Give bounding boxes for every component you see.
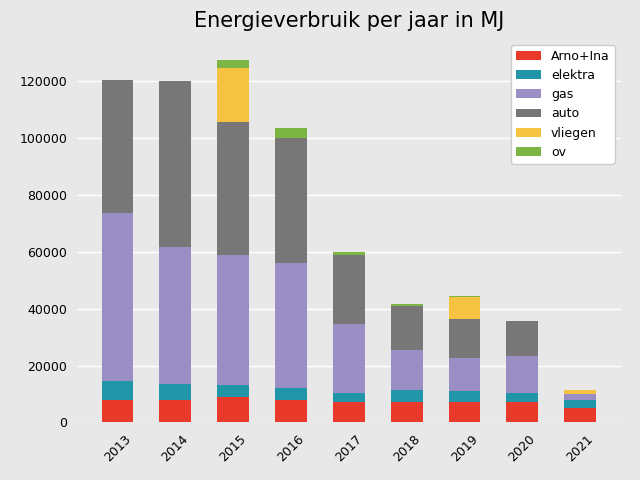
Bar	[102, 213, 133, 381]
Bar	[506, 356, 538, 393]
Bar	[102, 381, 133, 400]
Title: Energieverbruik per jaar in MJ: Energieverbruik per jaar in MJ	[194, 12, 504, 31]
Bar	[391, 306, 422, 350]
Bar	[275, 138, 307, 263]
Bar	[333, 403, 365, 422]
Bar	[506, 393, 538, 403]
Bar	[564, 394, 596, 400]
Bar	[217, 60, 249, 68]
Bar	[275, 400, 307, 422]
Bar	[391, 304, 422, 306]
Bar	[449, 319, 481, 359]
Bar	[333, 252, 365, 254]
Bar	[333, 393, 365, 403]
Bar	[217, 68, 249, 122]
Bar	[506, 322, 538, 356]
Bar	[449, 296, 481, 297]
Bar	[391, 390, 422, 403]
Bar	[102, 80, 133, 213]
Bar	[564, 408, 596, 422]
Bar	[159, 384, 191, 400]
Bar	[217, 385, 249, 397]
Bar	[159, 81, 191, 248]
Bar	[449, 391, 481, 403]
Bar	[333, 254, 365, 324]
Bar	[275, 388, 307, 400]
Bar	[159, 248, 191, 384]
Bar	[333, 324, 365, 393]
Bar	[275, 263, 307, 388]
Bar	[564, 400, 596, 408]
Bar	[564, 390, 596, 394]
Bar	[217, 122, 249, 254]
Bar	[102, 400, 133, 422]
Bar	[391, 350, 422, 390]
Bar	[217, 254, 249, 385]
Bar	[275, 128, 307, 138]
Bar	[449, 297, 481, 319]
Bar	[506, 403, 538, 422]
Legend: Arno+Ina, elektra, gas, auto, vliegen, ov: Arno+Ina, elektra, gas, auto, vliegen, o…	[511, 45, 614, 164]
Bar	[391, 403, 422, 422]
Bar	[449, 403, 481, 422]
Bar	[159, 400, 191, 422]
Bar	[449, 359, 481, 391]
Bar	[217, 397, 249, 422]
